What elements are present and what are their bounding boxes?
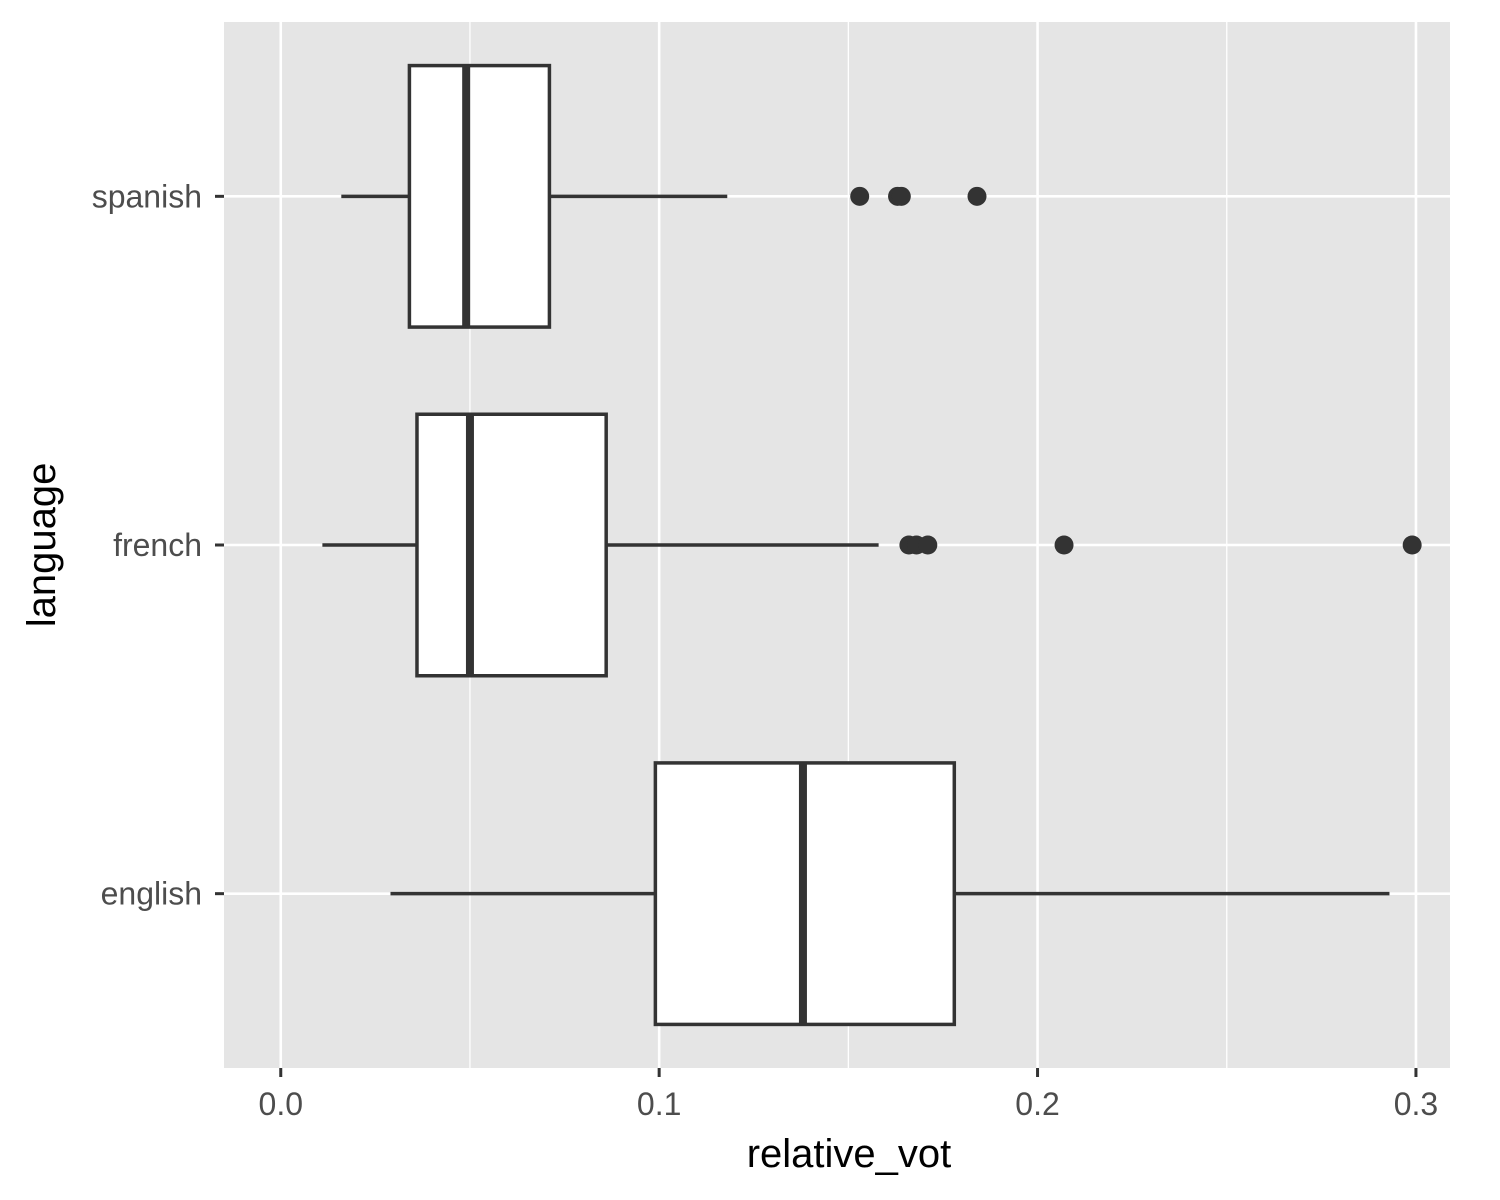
outlier-point <box>1402 535 1422 555</box>
x-tick-label: 0.2 <box>1015 1086 1059 1122</box>
iqr-box <box>415 412 608 678</box>
x-tick-label: 0.0 <box>259 1086 303 1122</box>
outlier-point <box>967 186 987 206</box>
outlier-point <box>918 535 938 555</box>
y-axis-title: language <box>20 463 64 628</box>
box-french <box>322 412 1422 678</box>
box-english <box>390 761 1390 1027</box>
boxes-layer <box>322 63 1422 1027</box>
iqr-box <box>407 63 552 329</box>
x-tick-label: 0.3 <box>1394 1086 1438 1122</box>
outlier-point <box>891 186 911 206</box>
y-tick-label: english <box>101 876 202 912</box>
outlier-point <box>850 186 870 206</box>
box-spanish <box>341 63 987 329</box>
x-tick-label: 0.1 <box>637 1086 681 1122</box>
y-tick-label: french <box>113 527 202 563</box>
outlier-point <box>1054 535 1074 555</box>
x-axis-title: relative_vot <box>747 1132 952 1176</box>
axes-layer: 0.0 0.1 0.2 0.3 spanish french english <box>92 178 1438 1122</box>
y-tick-label: spanish <box>92 178 202 214</box>
